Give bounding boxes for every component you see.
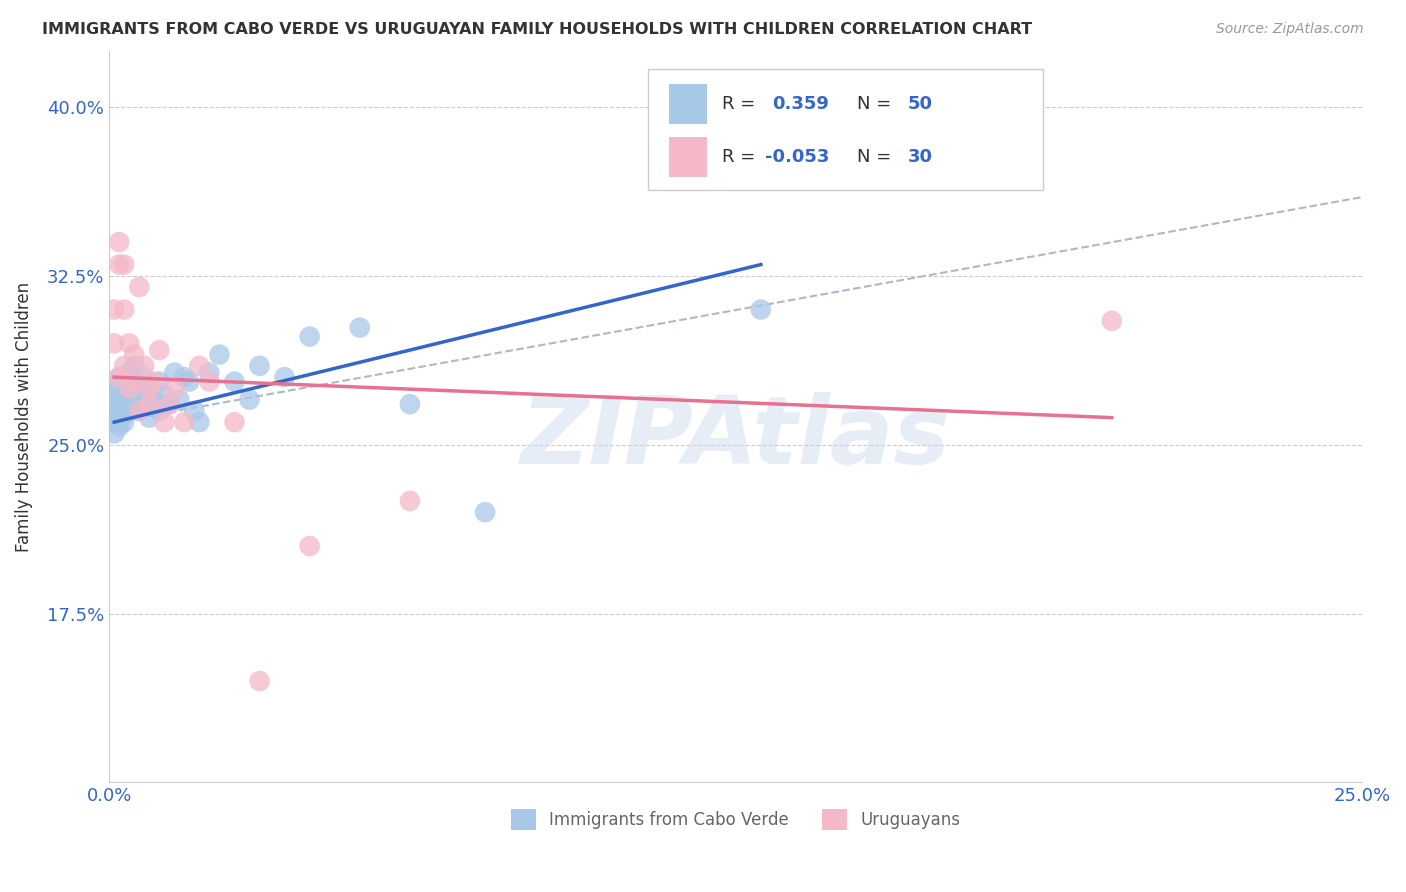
Text: R =: R =: [723, 148, 761, 166]
Text: R =: R =: [723, 95, 761, 112]
Point: [128, 404, 150, 418]
Point: [224, 415, 246, 429]
Legend: Immigrants from Cabo Verde, Uruguayans: Immigrants from Cabo Verde, Uruguayans: [505, 803, 967, 836]
Point: [122, 375, 145, 389]
Point: [249, 359, 271, 373]
Point: [118, 336, 141, 351]
Point: [108, 415, 131, 429]
Point: [103, 302, 125, 317]
Point: [108, 392, 131, 407]
Point: [122, 348, 145, 362]
Point: [143, 375, 166, 389]
Point: [108, 258, 131, 272]
Point: [108, 235, 131, 249]
Point: [157, 397, 180, 411]
Text: N =: N =: [858, 95, 897, 112]
Point: [118, 381, 141, 395]
Point: [249, 674, 271, 689]
Point: [749, 302, 772, 317]
Point: [103, 415, 125, 429]
Point: [122, 375, 145, 389]
Point: [118, 404, 141, 418]
Point: [112, 302, 135, 317]
Point: [112, 397, 135, 411]
Point: [103, 426, 125, 441]
Point: [474, 505, 496, 519]
Point: [108, 404, 131, 418]
Text: 30: 30: [907, 148, 932, 166]
Point: [108, 419, 131, 434]
Point: [163, 381, 186, 395]
Point: [112, 359, 135, 373]
Point: [134, 370, 156, 384]
Point: [153, 415, 176, 429]
Point: [298, 539, 321, 553]
Point: [188, 359, 211, 373]
Point: [169, 392, 191, 407]
Point: [138, 381, 160, 395]
Text: 0.359: 0.359: [772, 95, 830, 112]
Point: [103, 404, 125, 418]
Point: [134, 397, 156, 411]
Point: [143, 392, 166, 407]
Y-axis label: Family Households with Children: Family Households with Children: [15, 282, 32, 551]
Point: [108, 370, 131, 384]
Point: [148, 375, 170, 389]
Point: [179, 375, 201, 389]
Point: [122, 359, 145, 373]
Point: [298, 329, 321, 343]
Point: [173, 415, 195, 429]
Point: [134, 359, 156, 373]
Point: [108, 381, 131, 395]
Point: [112, 388, 135, 402]
Point: [112, 258, 135, 272]
Point: [273, 370, 295, 384]
Point: [157, 397, 180, 411]
Point: [238, 392, 260, 407]
Point: [108, 370, 131, 384]
Point: [208, 348, 231, 362]
Point: [153, 388, 176, 402]
Point: [198, 366, 221, 380]
Point: [103, 392, 125, 407]
Point: [128, 404, 150, 418]
Point: [112, 409, 135, 423]
Text: Source: ZipAtlas.com: Source: ZipAtlas.com: [1216, 22, 1364, 37]
FancyBboxPatch shape: [669, 84, 707, 124]
Point: [128, 388, 150, 402]
Point: [118, 366, 141, 380]
Point: [148, 404, 170, 418]
Point: [112, 375, 135, 389]
Text: IMMIGRANTS FROM CABO VERDE VS URUGUAYAN FAMILY HOUSEHOLDS WITH CHILDREN CORRELAT: IMMIGRANTS FROM CABO VERDE VS URUGUAYAN …: [42, 22, 1032, 37]
Point: [349, 320, 371, 334]
Point: [399, 397, 422, 411]
Point: [183, 404, 205, 418]
Point: [148, 343, 170, 357]
FancyBboxPatch shape: [648, 69, 1043, 190]
Point: [163, 366, 186, 380]
Point: [122, 392, 145, 407]
Point: [138, 410, 160, 425]
Point: [138, 397, 160, 411]
Point: [399, 494, 422, 508]
Point: [1101, 314, 1123, 328]
Point: [112, 415, 135, 429]
Point: [128, 280, 150, 294]
Point: [198, 375, 221, 389]
Point: [224, 375, 246, 389]
Text: N =: N =: [858, 148, 897, 166]
Point: [173, 370, 195, 384]
Point: [118, 381, 141, 395]
Point: [138, 381, 160, 395]
Text: ZIPAtlas: ZIPAtlas: [520, 392, 950, 484]
Text: 50: 50: [907, 95, 932, 112]
Point: [103, 336, 125, 351]
Point: [103, 381, 125, 395]
Point: [188, 415, 211, 429]
Text: -0.053: -0.053: [765, 148, 830, 166]
FancyBboxPatch shape: [669, 137, 707, 178]
